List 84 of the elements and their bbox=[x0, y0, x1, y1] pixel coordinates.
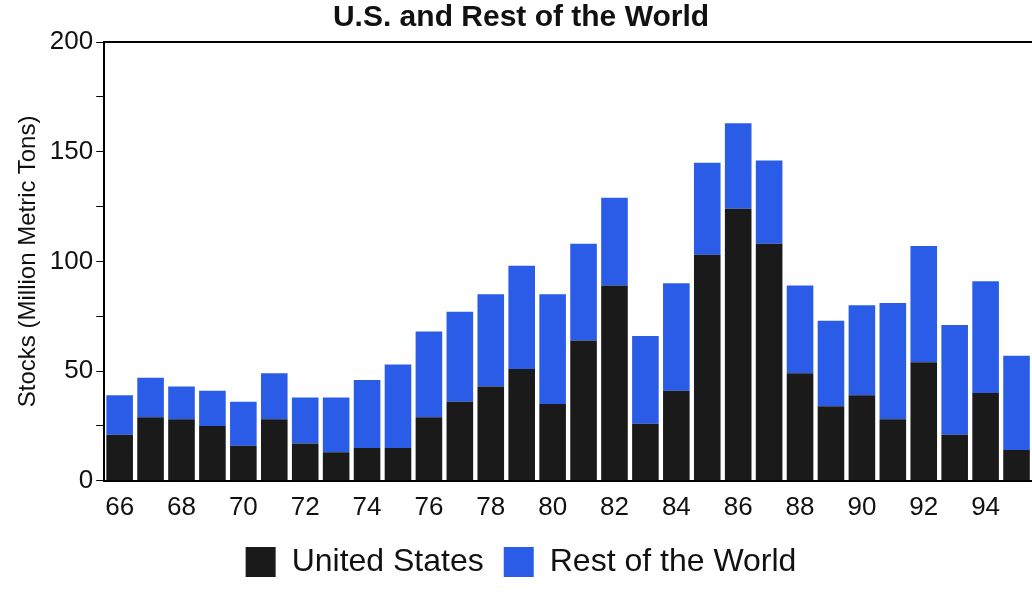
y-tick-label: 150 bbox=[49, 134, 94, 165]
x-tick-label: 90 bbox=[847, 490, 877, 521]
bar bbox=[570, 340, 597, 481]
bar bbox=[879, 303, 907, 420]
x-tick-label: 92 bbox=[909, 490, 939, 521]
x-tick-label: 72 bbox=[290, 490, 320, 521]
bar bbox=[601, 197, 628, 286]
bar bbox=[353, 447, 381, 481]
x-tick-label: 78 bbox=[476, 490, 506, 521]
legend-label: Rest of the World bbox=[549, 541, 797, 578]
chart-title: U.S. and Rest of the World bbox=[332, 0, 710, 33]
bar bbox=[508, 265, 535, 369]
bar bbox=[601, 285, 628, 481]
y-tick-label: 0 bbox=[78, 463, 94, 494]
bar bbox=[384, 447, 412, 481]
bar bbox=[260, 373, 288, 420]
x-tick-label: 66 bbox=[105, 490, 135, 521]
x-tick-label: 80 bbox=[538, 490, 568, 521]
bar bbox=[477, 386, 505, 481]
bar bbox=[879, 419, 907, 481]
bar bbox=[972, 393, 999, 481]
bar bbox=[260, 419, 288, 481]
bar bbox=[508, 368, 535, 481]
bar bbox=[755, 160, 783, 244]
bar bbox=[230, 445, 257, 481]
x-tick-label: 88 bbox=[785, 490, 815, 521]
bar bbox=[539, 404, 566, 481]
bar bbox=[693, 254, 721, 481]
bar bbox=[910, 246, 938, 363]
y-tick-label: 50 bbox=[64, 354, 94, 385]
bar bbox=[786, 373, 814, 481]
bar bbox=[322, 397, 350, 453]
x-tick-label: 76 bbox=[414, 490, 444, 521]
bar bbox=[106, 395, 133, 435]
bar bbox=[848, 395, 876, 481]
bar bbox=[230, 401, 257, 446]
bar bbox=[848, 305, 876, 396]
legend-label: United States bbox=[291, 541, 484, 578]
bar bbox=[817, 406, 845, 481]
bar bbox=[632, 336, 659, 424]
x-tick-label: 82 bbox=[600, 490, 629, 521]
bar bbox=[168, 386, 195, 420]
x-tick-label: 94 bbox=[971, 490, 1001, 521]
bar bbox=[446, 311, 474, 402]
bar bbox=[910, 362, 938, 481]
bar bbox=[291, 443, 319, 481]
bar bbox=[291, 397, 319, 444]
bar bbox=[755, 243, 783, 481]
bar bbox=[446, 401, 474, 481]
bar bbox=[663, 283, 690, 391]
bar bbox=[106, 434, 133, 481]
bar bbox=[137, 417, 164, 481]
bar bbox=[693, 162, 721, 255]
bar bbox=[724, 208, 752, 481]
bar bbox=[632, 423, 659, 481]
bar bbox=[137, 377, 164, 418]
bar bbox=[972, 281, 999, 394]
bar bbox=[199, 425, 226, 481]
x-tick-label: 84 bbox=[661, 490, 691, 521]
bar bbox=[941, 325, 968, 435]
bar bbox=[817, 320, 845, 407]
bar bbox=[384, 364, 412, 448]
bar bbox=[353, 379, 381, 448]
bar bbox=[168, 419, 195, 481]
bar bbox=[477, 294, 505, 387]
y-tick-label: 200 bbox=[49, 25, 94, 56]
bar bbox=[1003, 450, 1030, 481]
x-tick-label: 70 bbox=[228, 490, 258, 521]
bar bbox=[415, 331, 443, 418]
bar bbox=[663, 390, 690, 481]
x-tick-label: 86 bbox=[723, 490, 753, 521]
x-tick-label: 74 bbox=[352, 490, 382, 521]
bar bbox=[415, 417, 443, 481]
bar bbox=[941, 434, 968, 481]
bar bbox=[724, 123, 752, 209]
bar bbox=[322, 452, 350, 481]
y-tick-label: 100 bbox=[49, 244, 94, 275]
y-axis-title: Stocks (Million Metric Tons) bbox=[13, 115, 41, 408]
bar bbox=[786, 285, 814, 374]
bar bbox=[1003, 355, 1030, 451]
bar bbox=[199, 390, 226, 426]
bar bbox=[539, 294, 566, 405]
bar bbox=[570, 243, 597, 341]
x-tick-label: 68 bbox=[167, 490, 196, 521]
